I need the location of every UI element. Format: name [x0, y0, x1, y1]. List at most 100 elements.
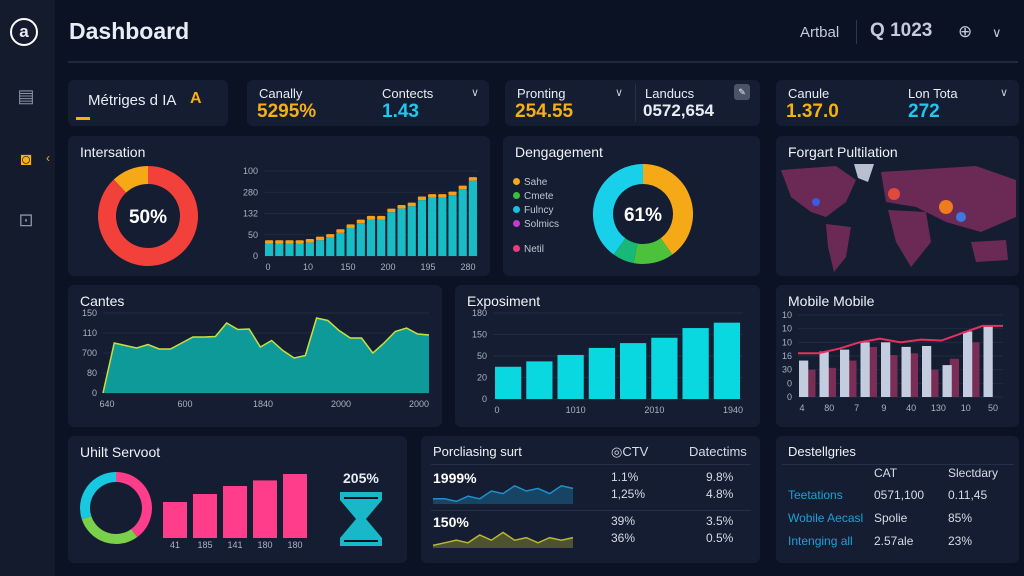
bar-secondary	[929, 369, 939, 397]
panel-title: Forgart Pultilation	[788, 144, 898, 160]
kpi-card-metrics[interactable]: Métriges d IA A	[68, 80, 228, 126]
x-tick: 141	[227, 540, 242, 550]
camera-icon[interactable]: ◙	[20, 149, 32, 169]
bar	[526, 361, 553, 399]
map-north-america	[781, 166, 856, 217]
chevron-down-icon[interactable]: ∨	[615, 87, 624, 99]
map-greenland	[854, 164, 874, 182]
bar	[468, 180, 477, 256]
category-name[interactable]: Teetations	[788, 488, 843, 502]
search-box[interactable]: Q 1023	[870, 20, 932, 42]
kpi-card-pronting[interactable]: Pronting 254.55 ∨ Landucs 0572,654 ✎	[505, 80, 760, 126]
legend-label: Solmics	[524, 219, 560, 230]
intersation-bars-x-tick: 195	[420, 262, 435, 272]
category-name[interactable]: Wobile Aecasl	[788, 511, 864, 525]
servoot-ring-segment	[81, 515, 138, 544]
servoot-ring-segment	[80, 472, 117, 520]
chevron-down-icon[interactable]: ∨	[992, 25, 1002, 40]
panel-title: Mobile Mobile	[788, 293, 875, 309]
bar-cap	[448, 191, 457, 196]
bar-cap	[397, 205, 406, 209]
mobile-x-tick: 7	[854, 403, 859, 413]
cantes-x-tick: 640	[99, 399, 114, 409]
intersation-donut-segment	[98, 166, 198, 266]
bar-cap	[285, 240, 294, 244]
cantes-x-tick: 2000	[331, 399, 351, 409]
bar-secondary	[888, 355, 898, 397]
report-icon[interactable]: ▤	[17, 86, 35, 106]
intersation-bars-x-tick: 10	[303, 262, 313, 272]
world-map[interactable]	[776, 162, 1019, 274]
legend-label: Cmete	[524, 191, 554, 202]
bar-primary	[799, 360, 809, 397]
divider	[431, 464, 751, 465]
cantes-y-tick: 110	[83, 328, 97, 338]
cantes-x-tick: 1840	[253, 399, 273, 409]
globe-icon[interactable]: ⊕	[958, 22, 973, 41]
category-name[interactable]: Intenging all	[788, 534, 853, 548]
bar	[295, 243, 304, 256]
user-name[interactable]: Artbal	[800, 24, 840, 41]
logo[interactable]: a	[10, 18, 38, 46]
bar	[265, 243, 274, 256]
servoot-percent: 205%	[343, 470, 379, 486]
panel-title: Destellgries	[788, 444, 856, 459]
chevron-down-icon[interactable]: ∨	[1000, 87, 1009, 99]
intersation-bars-x-tick: 150	[340, 262, 355, 272]
panel-cantes: Cantes 0 80 700 110 150 640 600 1840 2000 2000	[68, 285, 442, 427]
mobile-y-tick: 0	[787, 378, 792, 388]
bar	[651, 337, 678, 399]
kpi-label: Métriges d IA	[88, 92, 177, 109]
bar-secondary	[949, 358, 959, 397]
x-tick: 41	[170, 540, 180, 550]
category-cat: 0571,100	[874, 488, 925, 502]
kpi-value: 272	[908, 101, 940, 122]
bar-cap	[366, 215, 376, 220]
edit-icon[interactable]: ✎	[734, 84, 750, 100]
bar-cap	[326, 234, 335, 238]
kpi-card-canally[interactable]: Canally 5295% Contects 1.43 ∨	[247, 80, 489, 126]
bar-cap	[458, 185, 467, 190]
chevron-down-icon[interactable]: ∨	[471, 87, 480, 99]
bar-cap	[265, 240, 274, 244]
row-value: 1999%	[433, 470, 477, 486]
bar	[682, 328, 709, 399]
kpi-label: Landucs	[645, 86, 695, 101]
intersation-donut-segment	[113, 166, 149, 194]
intersation-bars-y-tick: 132	[243, 209, 258, 219]
detection-value: 3.5%	[706, 514, 734, 528]
legend-swatch	[513, 192, 520, 199]
cantes-x-tick: 600	[177, 399, 192, 409]
panel-exposiment: Exposiment 0 20 50 150 180 0 1010 2010 1940	[455, 285, 760, 427]
intersation-bars-y-tick: 0	[253, 251, 258, 261]
kpi-label: Canule	[788, 86, 830, 101]
mobile-combo-chart: 0 0 30 16 10 10 10 4 80 7 9 40 130 10 50	[782, 310, 1003, 413]
engagement-donut-segment	[642, 164, 693, 255]
bar-primary	[922, 345, 932, 397]
cantes-x-tick: 2000	[409, 399, 429, 409]
ctv-value: 1.1%	[611, 470, 639, 484]
kpi-value: 0572,654	[643, 101, 714, 120]
x-tick: 185	[197, 540, 212, 550]
divider	[431, 510, 751, 511]
map-hotspot	[939, 200, 953, 214]
kpi-value: 1.43	[382, 101, 419, 122]
servoot-ring	[80, 472, 152, 544]
kpi-card-canule[interactable]: Canule 1.37.0 Lon Tota 272 ∨	[776, 80, 1019, 126]
x-tick: 180	[257, 540, 272, 550]
bar	[336, 232, 345, 256]
kpi-label: Pronting	[517, 86, 566, 101]
bar-secondary	[908, 353, 918, 397]
bar	[713, 322, 740, 399]
column-header: Porcliasing surt	[433, 444, 522, 459]
mobile-y-tick: 10	[782, 310, 792, 320]
column-header: Slectdary	[948, 466, 999, 480]
map-eurasia	[881, 166, 1016, 232]
legend-swatch	[513, 220, 520, 227]
legend-swatch	[513, 206, 520, 213]
exposiment-x-tick: 1940	[723, 405, 743, 415]
panel-mobile: Mobile Mobile 0 0 30 16 10 10 10 4 80 7 9 40 130 10 50	[776, 285, 1019, 427]
panel-title: Dengagement	[515, 144, 603, 160]
device-icon[interactable]: ⊡	[18, 210, 34, 230]
kpi-label: Lon Tota	[908, 86, 958, 101]
